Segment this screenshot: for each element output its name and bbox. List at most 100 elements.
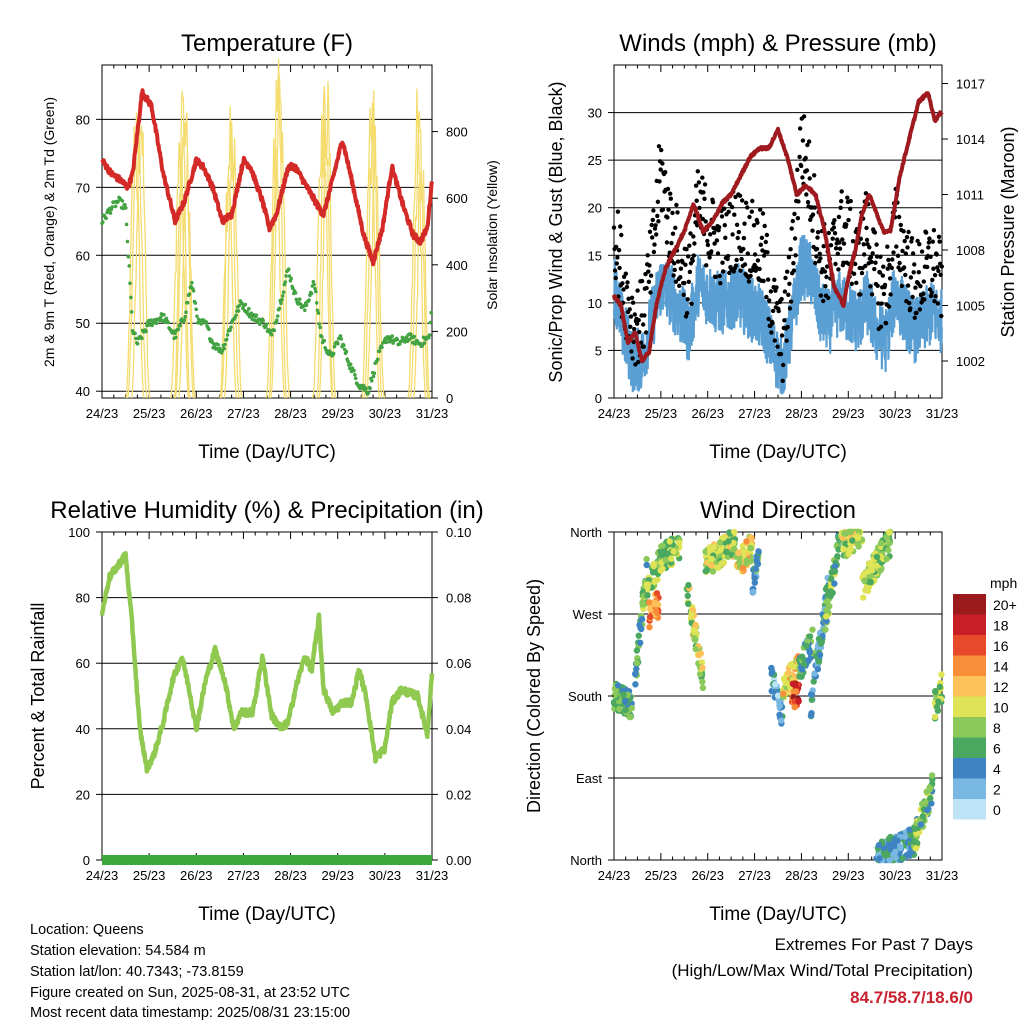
direction-point [824,598,831,605]
gust-point [735,235,740,241]
gust-point [881,264,886,269]
direction-point [936,683,944,690]
gust-point [815,235,820,240]
gust-point [670,231,676,236]
gust-point [896,214,902,220]
dewpoint-point [332,344,337,349]
direction-point [736,554,743,561]
gust-point [624,284,630,290]
direction-point [643,561,650,569]
direction-point [815,658,823,665]
direction-point [841,530,848,537]
dewpoint-point [101,220,105,224]
x-tick-label: 31/23 [926,868,959,883]
gust-point [912,315,917,320]
gust-point [671,273,676,278]
gust-point [672,267,677,273]
dewpoint-point [104,216,108,221]
insolation-trace [174,112,195,399]
dewpoint-point [307,298,311,302]
dewpoint-point [312,282,316,287]
y-tick-label: 0 [83,853,90,868]
series-2m-t [100,88,434,267]
gust-point [663,170,668,175]
y-tick-label: South [568,689,602,704]
gust-point [664,240,670,245]
gust-point [678,266,684,271]
x-axis: 24/23 25/23 26/23 27/23 28/23 29/23 30/23 31/23 [86,65,448,421]
gust-point [705,242,711,248]
colorbar-swatch [953,635,986,656]
colorbar: mph 20+ 18 16 14 12 10 8 6 4 2 0 [953,575,1017,820]
direction-point [846,547,853,554]
x-tick-label: 27/23 [227,868,260,883]
gust-point [669,240,674,246]
panel-winds: 24/23 25/23 26/23 27/23 28/23 29/23 30/23 31/23… [546,30,1018,463]
dewpoint-point [342,343,346,348]
gust-point [939,313,944,319]
y-tick-label: 5 [595,343,602,358]
gust-point [861,242,866,247]
x-tick-label: 25/23 [645,406,678,421]
colorbar-swatch [953,676,986,697]
gust-point [848,206,853,211]
gust-point [686,279,691,284]
gust-point [614,244,619,250]
colorbar-swatch [953,655,986,676]
gust-point [906,229,911,235]
gust-point [743,200,749,205]
gust-point [864,225,869,231]
insolation-trace [269,75,291,399]
direction-point [635,632,642,639]
gust-point [903,272,908,278]
gust-point [823,284,828,289]
series-station-pressure [612,91,944,364]
footer-created: Figure created on Sun, 2025-08-31, at 23… [30,985,350,1001]
dewpoint-point [128,281,132,286]
direction-point [685,600,692,607]
gust-point [761,278,766,284]
colorbar-label: 16 [993,638,1009,654]
y-tick-label: 70 [76,180,90,195]
gust-point [758,207,763,212]
x-axis-title: Time (Day/UTC) [709,904,847,925]
x-axis-title: Time (Day/UTC) [198,442,336,463]
gust-point [936,268,941,274]
dewpoint-point [377,349,382,354]
dewpoint-point [194,307,198,312]
gust-point [688,231,693,236]
gust-point [700,216,705,222]
gust-point [665,215,670,220]
dewpoint-point [195,314,199,319]
gust-point [822,269,828,274]
dewpoint-point [129,295,133,300]
colorbar-label: 2 [993,782,1001,798]
direction-point [638,616,646,623]
gust-point [684,247,689,252]
gust-point [632,312,637,317]
x-tick-label: 29/23 [321,406,354,421]
direction-point [768,687,775,695]
dewpoint-point [380,345,384,350]
y-axis-title-right: Solar Insolation (Yellow) [484,160,500,310]
gust-point [741,246,746,252]
gust-point [705,238,710,244]
y2-tick-label: 600 [446,191,468,206]
gust-point [795,216,801,221]
direction-point [670,548,677,555]
gust-point [629,349,634,354]
direction-point [862,587,869,594]
gust-point [643,271,648,277]
direction-point [831,580,838,587]
y-tick-label: 60 [76,248,90,263]
gust-point [712,241,717,246]
gust-point [773,288,778,293]
gust-point [826,295,831,301]
direction-point [662,556,669,564]
gust-point [628,314,634,319]
direction-point [614,682,622,689]
gust-point [927,236,932,241]
insolation-trace [220,105,240,399]
gust-point [694,198,699,203]
gust-point [869,292,875,297]
